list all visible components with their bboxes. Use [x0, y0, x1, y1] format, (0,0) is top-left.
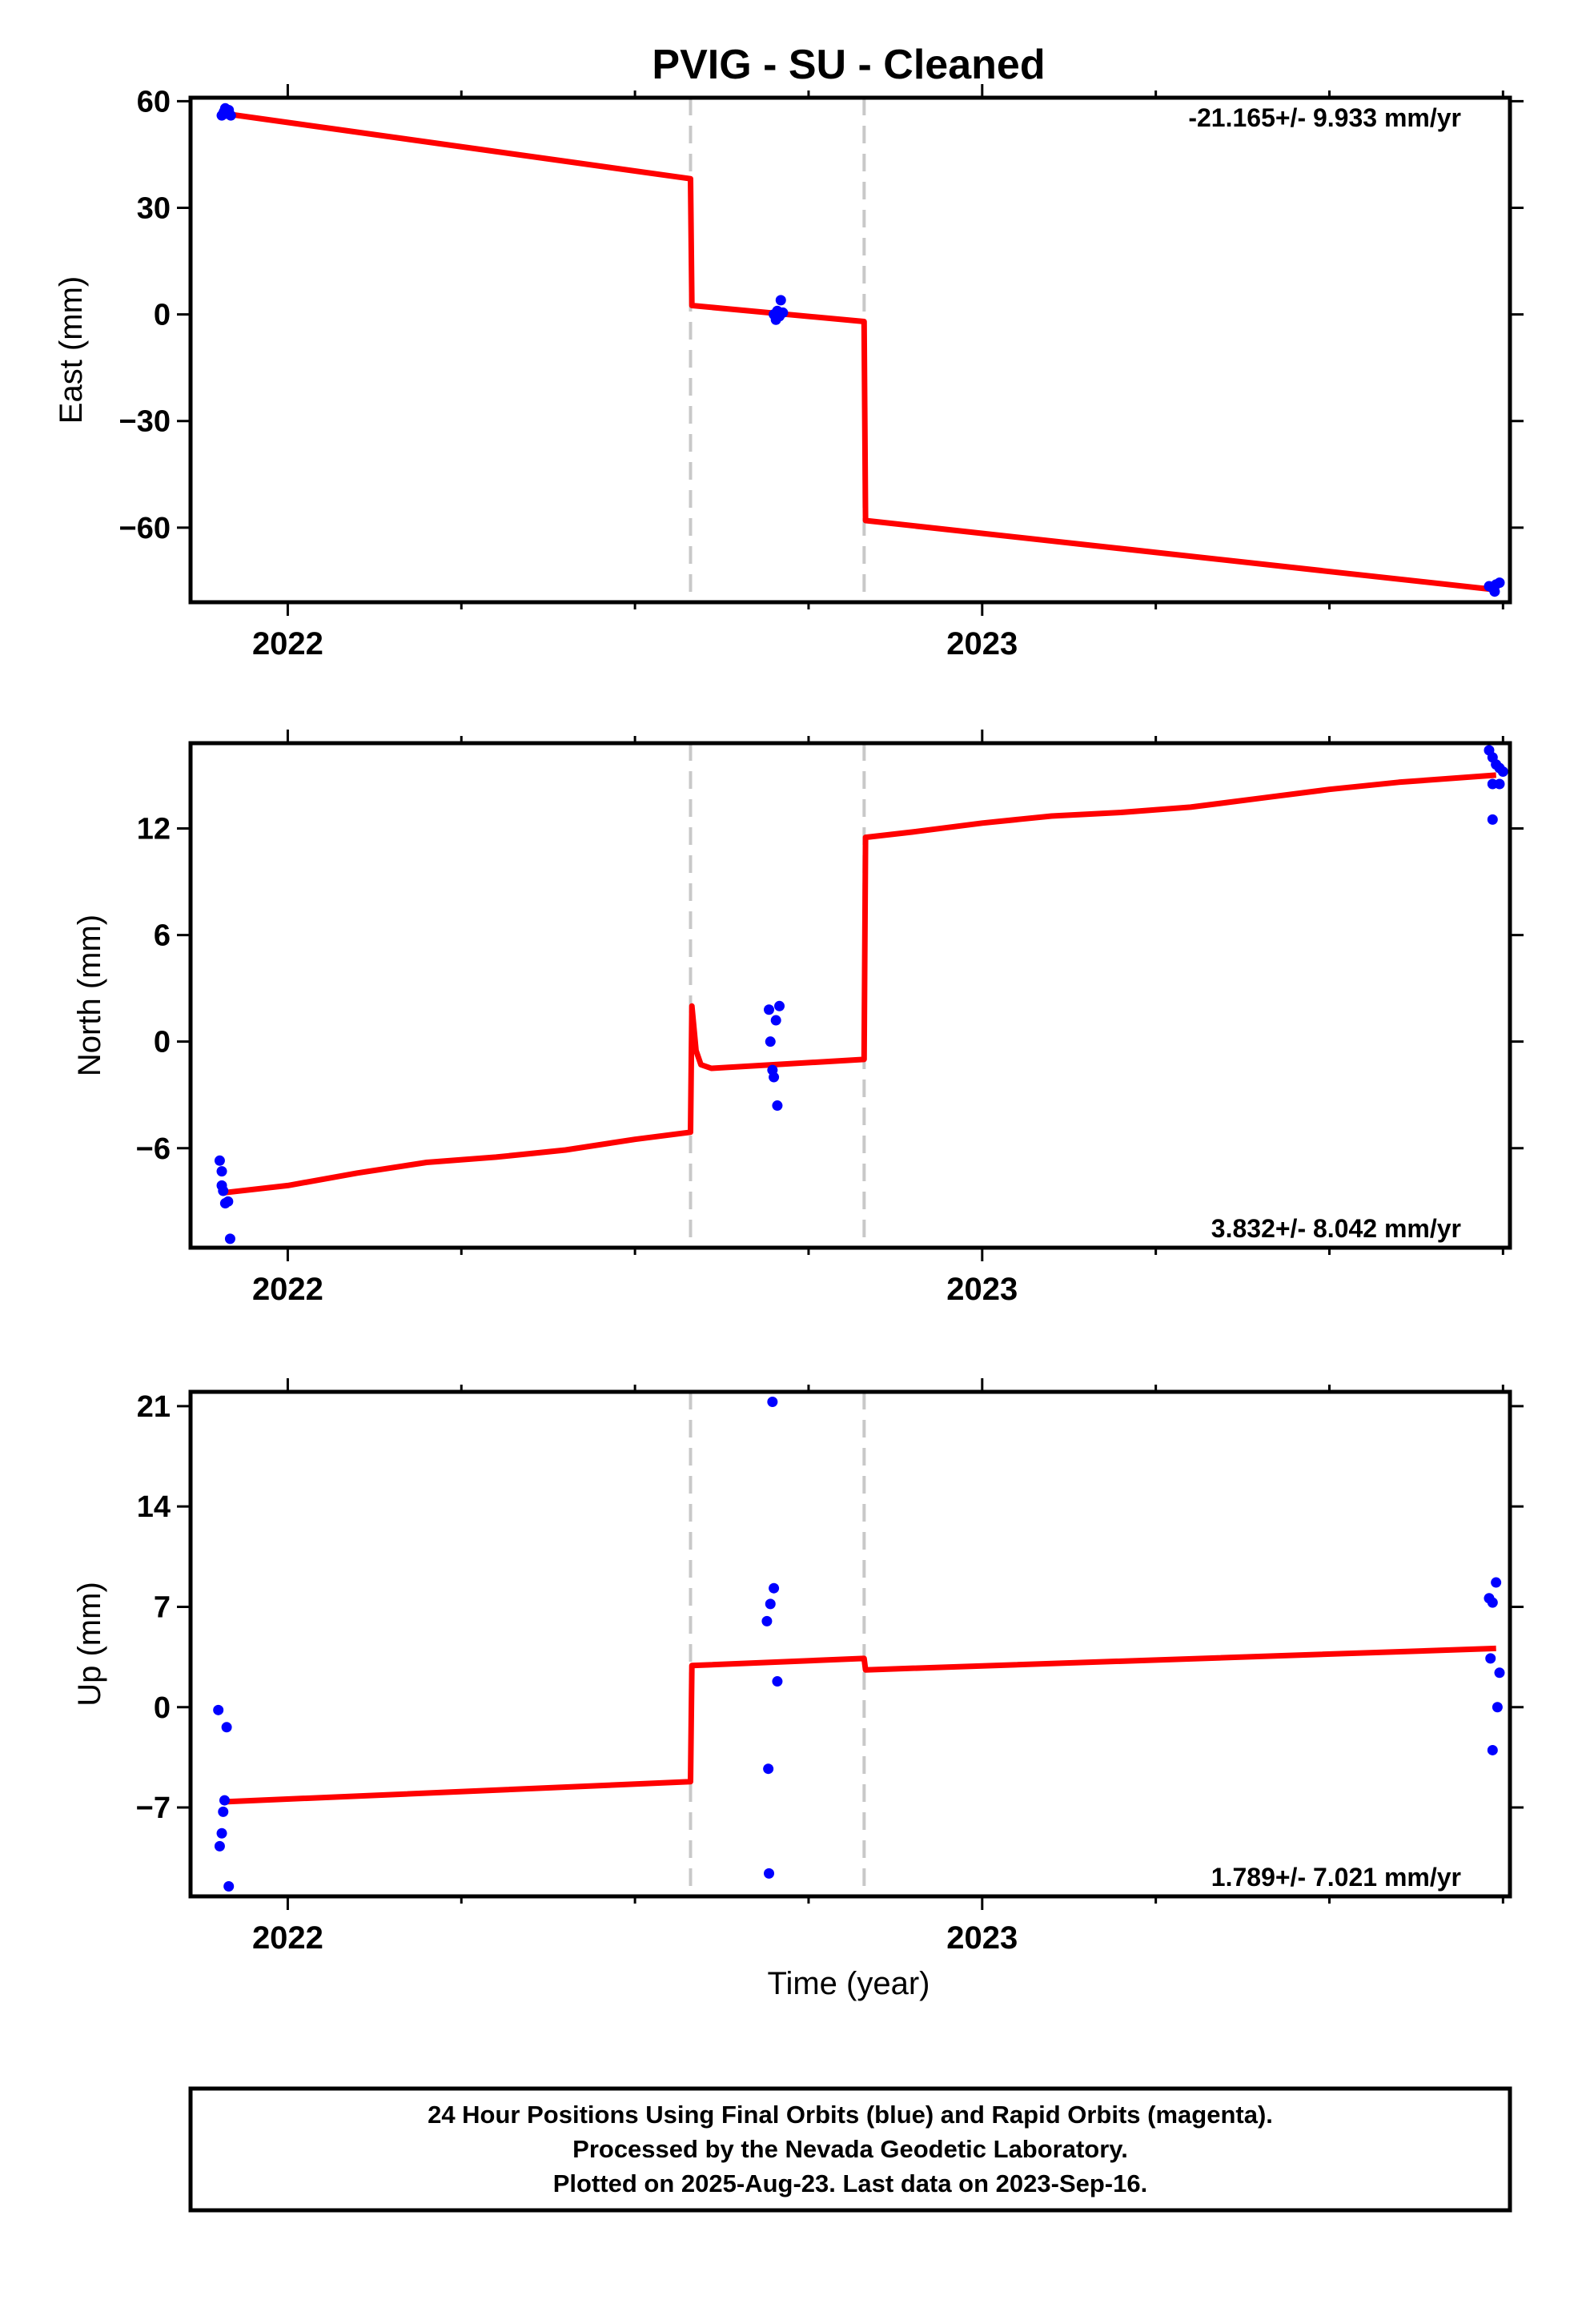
data-point-north-19 [1494, 778, 1505, 790]
data-point-north-12 [772, 1100, 783, 1112]
data-point-up-16 [1485, 1653, 1496, 1664]
y-tick-label-east-4: −60 [119, 512, 171, 545]
y-tick-label-north-2: 0 [154, 1026, 171, 1059]
data-point-up-13 [772, 1676, 783, 1687]
data-point-up-17 [1487, 1744, 1498, 1755]
data-point-north-11 [770, 1015, 781, 1026]
x-tick-label-east-1: 2023 [946, 626, 1018, 661]
x-tick-label-north-0: 2022 [252, 1272, 323, 1307]
y-axis-label-north: North (mm) [72, 915, 107, 1076]
footer-line-1: 24 Hour Positions Using Final Orbits (bl… [428, 2101, 1273, 2129]
data-point-up-8 [763, 1763, 774, 1775]
data-point-up-11 [767, 1397, 778, 1408]
y-tick-label-up-0: 21 [137, 1390, 171, 1424]
data-point-east-11 [777, 307, 789, 318]
y-tick-label-up-4: −7 [136, 1791, 171, 1825]
panel-up: 21 14 7 0 −7 2022 2023 Up (mm) 1.789+/- 7.021 mm… [72, 1378, 1524, 1956]
plot-frame-east [188, 95, 1512, 605]
y-tick-label-north-3: −6 [136, 1132, 171, 1166]
panel-north: 12 6 0 −6 2022 2023 North (mm) 3.832+/- 8.042 m… [72, 730, 1524, 1307]
rate-text-north: 3.832+/- 8.042 mm/yr [1211, 1214, 1461, 1243]
y-tick-label-up-2: 7 [154, 1590, 171, 1624]
chart-title: PVIG - SU - Cleaned [652, 42, 1045, 88]
x-axis-label: Time (year) [768, 1966, 930, 2001]
y-tick-label-east-0: 60 [137, 85, 171, 119]
data-point-up-4 [219, 1795, 231, 1806]
panel-east: 60 30 0 −30 −60 2022 2023 East (mm) -21.165+/- 9… [54, 84, 1524, 661]
rate-text-east: -21.165+/- 9.933 mm/yr [1188, 103, 1461, 132]
y-tick-label-east-2: 0 [154, 299, 171, 332]
data-point-north-13 [774, 1000, 785, 1011]
rate-text-up: 1.789+/- 7.021 mm/yr [1211, 1863, 1461, 1892]
plot-frame-north [188, 741, 1512, 1250]
data-point-up-9 [765, 1598, 776, 1610]
data-point-east-5 [225, 110, 236, 121]
data-point-up-20 [1494, 1667, 1505, 1679]
data-point-up-1 [214, 1840, 225, 1852]
data-point-north-3 [218, 1185, 229, 1196]
data-point-north-5 [223, 1196, 234, 1207]
data-point-up-15 [1487, 1597, 1498, 1608]
y-axis-label-east: East (mm) [54, 276, 89, 424]
y-tick-label-east-3: −30 [119, 405, 171, 439]
plot-frame-up [188, 1389, 1512, 1899]
x-tick-label-up-0: 2022 [252, 1920, 323, 1956]
data-point-up-10 [764, 1868, 775, 1879]
data-point-up-3 [218, 1806, 229, 1817]
data-point-up-6 [223, 1880, 235, 1892]
data-point-north-10 [769, 1072, 780, 1083]
footer-line-3: Plotted on 2025-Aug-23. Last data on 202… [553, 2169, 1147, 2197]
x-tick-label-east-0: 2022 [252, 626, 323, 661]
data-point-up-7 [761, 1615, 773, 1626]
data-point-up-2 [216, 1827, 227, 1839]
y-tick-label-north-1: 6 [154, 919, 171, 953]
data-point-north-20 [1497, 766, 1508, 777]
data-point-north-21 [1487, 814, 1498, 825]
x-tick-label-north-1: 2023 [946, 1272, 1018, 1307]
data-point-north-0 [214, 1155, 225, 1166]
y-axis-label-up: Up (mm) [72, 1582, 107, 1707]
data-point-up-19 [1492, 1702, 1503, 1713]
data-point-north-6 [224, 1233, 235, 1244]
data-point-east-10 [775, 295, 786, 306]
data-point-up-12 [769, 1582, 780, 1594]
data-point-north-7 [764, 1004, 775, 1015]
data-point-north-8 [765, 1036, 776, 1047]
data-point-north-1 [216, 1166, 227, 1177]
y-tick-label-north-0: 12 [137, 812, 171, 846]
data-point-east-16 [1494, 577, 1505, 589]
x-tick-label-up-1: 2023 [946, 1920, 1018, 1956]
data-point-up-0 [213, 1704, 224, 1715]
footer-line-2: Processed by the Nevada Geodetic Laborat… [572, 2135, 1128, 2163]
data-point-up-5 [221, 1722, 232, 1733]
y-tick-label-up-3: 0 [154, 1691, 171, 1725]
footer-box [188, 2086, 1512, 2213]
y-tick-label-east-1: 30 [137, 192, 171, 226]
fit-line-up [225, 1645, 1496, 1805]
fit-line-north [225, 772, 1496, 1196]
y-tick-label-up-1: 14 [137, 1490, 171, 1524]
data-point-up-18 [1491, 1577, 1502, 1588]
fit-line-east [224, 111, 1497, 593]
